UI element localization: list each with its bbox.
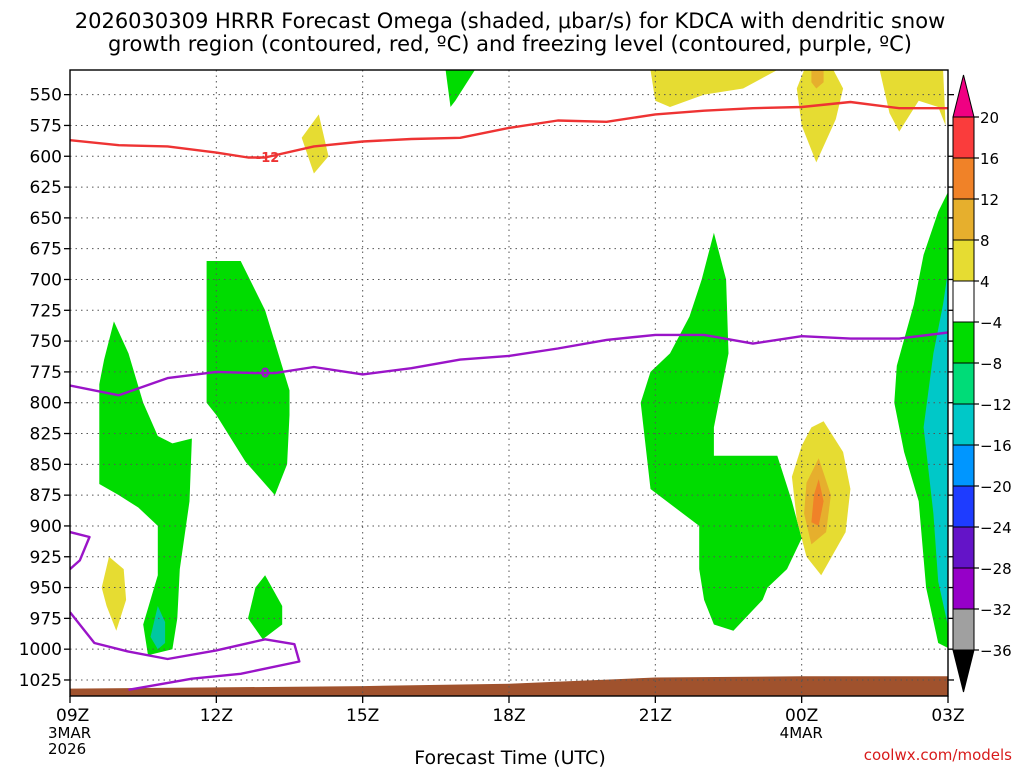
omega-region-2 (206, 261, 290, 496)
colorbar-swatch (952, 198, 975, 241)
y-tick-label: 800 (30, 394, 62, 414)
y-tick-label: 725 (30, 301, 62, 321)
credit-text: coolwx.com/models (864, 746, 1012, 764)
y-tick-label: 600 (30, 147, 62, 167)
omega-region-6 (445, 70, 475, 107)
colorbar-swatch (952, 280, 975, 323)
contour-line-1 (70, 331, 948, 397)
omega-region-8 (640, 232, 802, 631)
colorbar-swatch (952, 608, 975, 651)
colorbar-swatch (952, 444, 975, 487)
y-tick-label: 700 (30, 270, 62, 290)
x-tick-label: 15Z (346, 706, 379, 726)
omega-region-16 (923, 271, 948, 626)
colorbar-swatch (952, 239, 975, 282)
omega-shading (99, 70, 948, 656)
y-tick-label: 950 (30, 579, 62, 599)
colorbar-swatch (952, 321, 975, 364)
omega-region-1 (150, 606, 166, 650)
omega-region-4 (101, 556, 127, 631)
omega-region-3 (248, 575, 283, 640)
y-tick-label: 550 (30, 86, 62, 106)
omega-region-5 (301, 114, 329, 174)
y-tick-label: 625 (30, 178, 62, 198)
colorbar-label: −8 (980, 355, 1002, 373)
y-tick-label: 775 (30, 363, 62, 383)
x-tick-label: 00Z (785, 706, 818, 726)
colorbar-label: −16 (980, 437, 1012, 455)
y-tick-label: 825 (30, 425, 62, 445)
colorbar-label: 8 (980, 232, 990, 250)
colorbar-label: 4 (980, 273, 990, 291)
chart-title-line-1: 2026030309 HRRR Forecast Omega (shaded, … (75, 9, 946, 33)
contour-label-0: -12 (256, 151, 280, 166)
contour-lines: -12 0 (70, 100, 948, 691)
x-tick-label: 21Z (639, 706, 672, 726)
contour-line-2 (70, 530, 91, 570)
colorbar-swatch (952, 403, 975, 446)
colorbar-swatch (952, 362, 975, 405)
colorbar: −36 −32 −28 −24 −20 −16 −12 −8 −4 4 8 12 16 20 (952, 74, 1012, 693)
y-tick-label: 975 (30, 609, 62, 629)
y-tick-label: 925 (30, 548, 62, 568)
colorbar-label: −28 (980, 560, 1012, 578)
colorbar-label: 16 (980, 150, 999, 168)
chart-title-line-2: growth region (contoured, red, ºC) and f… (108, 32, 912, 56)
contour-label-1: 0 (261, 367, 270, 382)
x-axis-label: Forecast Time (UTC) (414, 747, 605, 768)
omega-region-11 (811, 479, 824, 526)
colorbar-label: −20 (980, 478, 1012, 496)
omega-region-12 (796, 70, 844, 163)
omega-region-0 (99, 321, 192, 656)
colorbar-label: 12 (980, 191, 999, 209)
colorbar-label: −24 (980, 519, 1012, 537)
x-tick-label: 18Z (492, 706, 525, 726)
x-tick-label: 09Z (56, 706, 89, 726)
y-tick-label: 1025 (19, 671, 62, 691)
contour-line-0 (70, 100, 948, 159)
y-tick-label: 900 (30, 517, 62, 537)
omega-region-14 (879, 70, 946, 132)
colorbar-swatch (952, 157, 975, 200)
colorbar-label: −32 (980, 601, 1012, 619)
x-tick-label: 12Z (200, 706, 233, 726)
omega-region-7 (650, 70, 778, 107)
grid-lines (69, 70, 949, 696)
colorbar-label: −4 (980, 314, 1002, 332)
y-tick-label: 675 (30, 240, 62, 260)
colorbar-label: −36 (980, 642, 1012, 660)
x-tick-label: 03Z (931, 706, 964, 726)
y-tick-label: 850 (30, 455, 62, 475)
contour-line-3 (70, 611, 301, 691)
y-tick-label: 575 (30, 116, 62, 136)
y-tick-label: 650 (30, 209, 62, 229)
omega-region-15 (894, 191, 948, 648)
omega-region-13 (811, 70, 824, 89)
y-tick-label: 875 (30, 486, 62, 506)
colorbar-arrow-high (952, 74, 975, 118)
colorbar-swatch (952, 116, 975, 159)
x-tick-sublabel: 4MAR (780, 724, 823, 742)
x-tick-sublabel: 3MAR (48, 724, 91, 742)
colorbar-label: −12 (980, 396, 1012, 414)
y-tick-label: 750 (30, 332, 62, 352)
colorbar-swatch (952, 526, 975, 569)
colorbar-swatch (952, 485, 975, 528)
colorbar-arrow-low (952, 649, 975, 693)
y-tick-label: 1000 (19, 640, 62, 660)
colorbar-swatch (952, 567, 975, 610)
colorbar-label: 20 (980, 109, 999, 127)
x-tick-sublabel: 2026 (48, 740, 86, 758)
y-axis: 550 575 600 625 650 675 700 725 750 775 800 825 850 8… (19, 86, 954, 691)
